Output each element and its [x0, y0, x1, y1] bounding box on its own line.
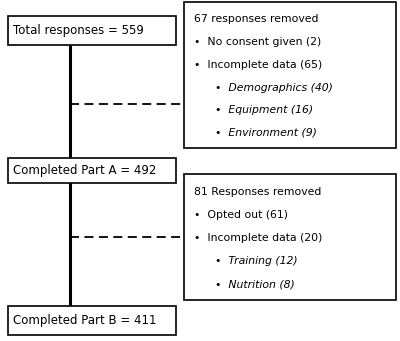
FancyBboxPatch shape: [8, 16, 176, 45]
FancyBboxPatch shape: [8, 158, 176, 183]
Text: •  Demographics (40): • Demographics (40): [194, 83, 333, 92]
Text: •  Equipment (16): • Equipment (16): [194, 105, 313, 115]
Text: Completed Part A = 492: Completed Part A = 492: [13, 164, 156, 177]
FancyBboxPatch shape: [184, 2, 396, 148]
Text: Total responses = 559: Total responses = 559: [13, 24, 144, 37]
FancyBboxPatch shape: [8, 306, 176, 335]
Text: •  Environment (9): • Environment (9): [194, 128, 317, 138]
Text: •  Opted out (61): • Opted out (61): [194, 210, 288, 220]
Text: •  Incomplete data (65): • Incomplete data (65): [194, 60, 322, 70]
Text: •  No consent given (2): • No consent given (2): [194, 37, 321, 47]
Text: 67 responses removed: 67 responses removed: [194, 14, 318, 24]
FancyBboxPatch shape: [184, 174, 396, 300]
Text: •  Nutrition (8): • Nutrition (8): [194, 280, 295, 290]
Text: •  Training (12): • Training (12): [194, 256, 298, 266]
Text: •  Incomplete data (20): • Incomplete data (20): [194, 233, 322, 243]
Text: 81 Responses removed: 81 Responses removed: [194, 187, 321, 197]
Text: Completed Part B = 411: Completed Part B = 411: [13, 314, 156, 327]
